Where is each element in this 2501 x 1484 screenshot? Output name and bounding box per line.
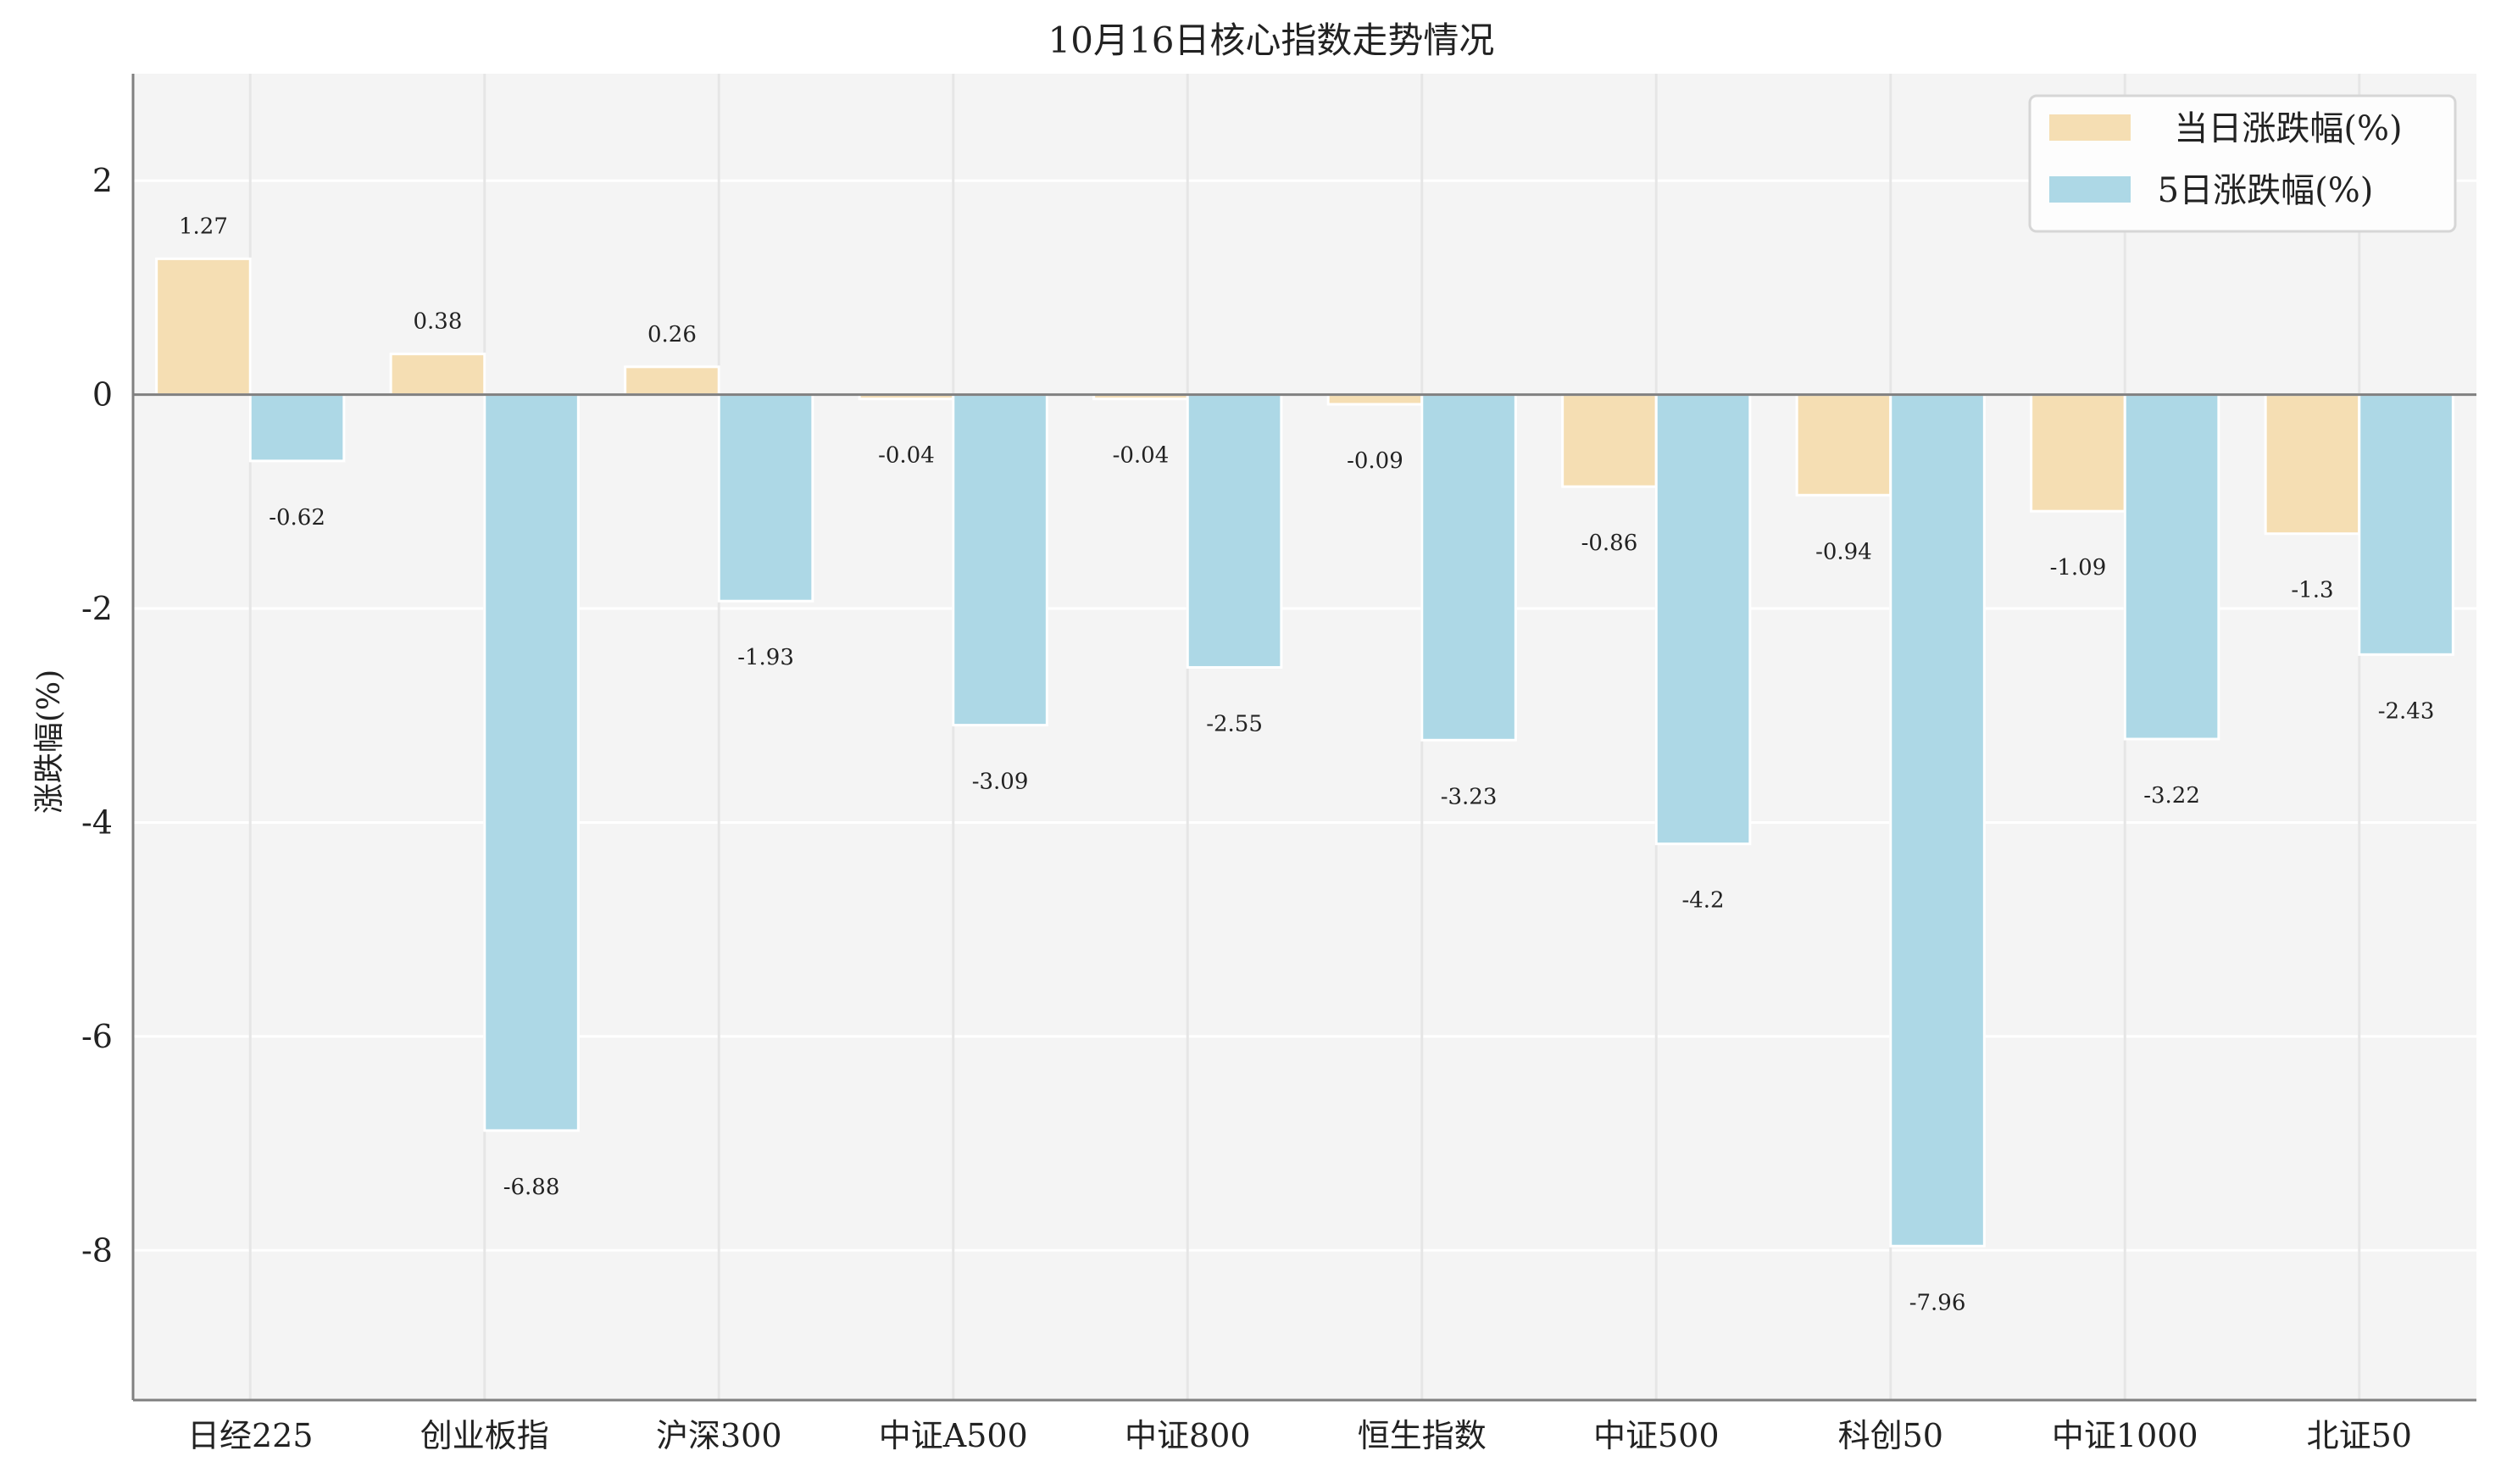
bar-daily (155, 257, 252, 397)
x-tick-label: 北证50 (2307, 1417, 2412, 1454)
y-tick-labels: 2 0 -2 -4 -6 -8 (81, 162, 113, 1269)
data-label: -0.94 (1815, 539, 1872, 564)
y-tick-label: -8 (81, 1231, 113, 1269)
data-label: 0.38 (414, 309, 463, 335)
data-label: 0.26 (647, 322, 697, 347)
bar-daily (2030, 393, 2126, 513)
y-tick-label: -4 (81, 803, 113, 841)
bar-5day (2358, 393, 2454, 656)
legend-label-5day: 5日涨跌幅(%) (2158, 171, 2374, 210)
axes (131, 74, 2476, 1402)
x-tick-labels: 日经225 创业板指 沪深300 中证A500 中证800 恒生指数 中证500 科创50 中证… (187, 1417, 2412, 1454)
bar-daily (389, 353, 486, 397)
y-axis-label: 涨跌幅(%) (32, 670, 67, 814)
x-tick-label: 科创50 (1838, 1417, 1943, 1454)
bar-5day (2123, 393, 2220, 741)
data-label: -3.23 (1441, 784, 1498, 809)
bar-daily (624, 365, 720, 397)
bar-5day (1654, 393, 1752, 846)
data-label: -2.55 (1206, 711, 1263, 736)
x-tick-label: 恒生指数 (1358, 1417, 1487, 1454)
y-tick-label: 2 (92, 162, 113, 199)
x-tick-label: 中证500 (1593, 1417, 1720, 1454)
x-tick-label: 中证A500 (879, 1417, 1028, 1454)
data-label: -6.88 (503, 1175, 560, 1200)
x-tick-label: 中证1000 (2052, 1417, 2198, 1454)
data-label: -0.62 (269, 505, 325, 531)
data-label: -0.09 (1347, 448, 1403, 474)
data-label: -3.22 (2143, 783, 2200, 809)
bar-daily (2264, 393, 2361, 536)
bar-daily (1561, 393, 1658, 488)
data-label: -0.04 (1113, 443, 1170, 469)
y-tick-label: -2 (81, 590, 113, 627)
data-label: -7.96 (1909, 1290, 1966, 1315)
data-label: -0.86 (1581, 531, 1638, 556)
data-label: -4.2 (1681, 888, 1724, 914)
x-tick-label: 日经225 (187, 1417, 314, 1454)
data-label: -2.43 (2378, 698, 2435, 724)
bars (155, 257, 2454, 1248)
chart-title: 10月16日核心指数走势情况 (1048, 19, 1495, 61)
bar-daily (1795, 393, 1892, 497)
legend-swatch-daily (2049, 114, 2131, 141)
bar-5day (1186, 393, 1283, 669)
bar-daily (1326, 393, 1424, 406)
bar-5day (952, 393, 1048, 727)
bar-5day (483, 393, 580, 1132)
bar-5day (1420, 393, 1517, 742)
x-tick-label: 中证800 (1125, 1417, 1251, 1454)
data-labels: 1.27 0.38 0.26 -0.04 -0.04 -0.09 -0.86 -0.94 -1.… (179, 214, 2434, 1315)
legend-label-daily: 当日涨跌幅(%) (2174, 109, 2402, 148)
legend: 当日涨跌幅(%) 5日涨跌幅(%) (2028, 94, 2457, 233)
legend-swatch-5day (2049, 176, 2131, 203)
y-tick-label: -6 (81, 1018, 113, 1055)
y-tick-label: 0 (92, 376, 113, 414)
bar-5day (1889, 393, 1986, 1248)
bar-5day (248, 393, 346, 463)
data-label: -1.93 (737, 645, 794, 670)
bar-5day (717, 393, 814, 603)
data-label: -1.3 (2291, 578, 2333, 603)
data-label: -0.04 (878, 443, 935, 469)
data-label: -3.09 (972, 770, 1029, 795)
x-tick-label: 创业板指 (420, 1417, 549, 1454)
x-tick-label: 沪深300 (656, 1417, 782, 1454)
data-label: 1.27 (179, 214, 228, 239)
data-label: -1.09 (2050, 555, 2107, 581)
legend-box (2028, 94, 2457, 233)
